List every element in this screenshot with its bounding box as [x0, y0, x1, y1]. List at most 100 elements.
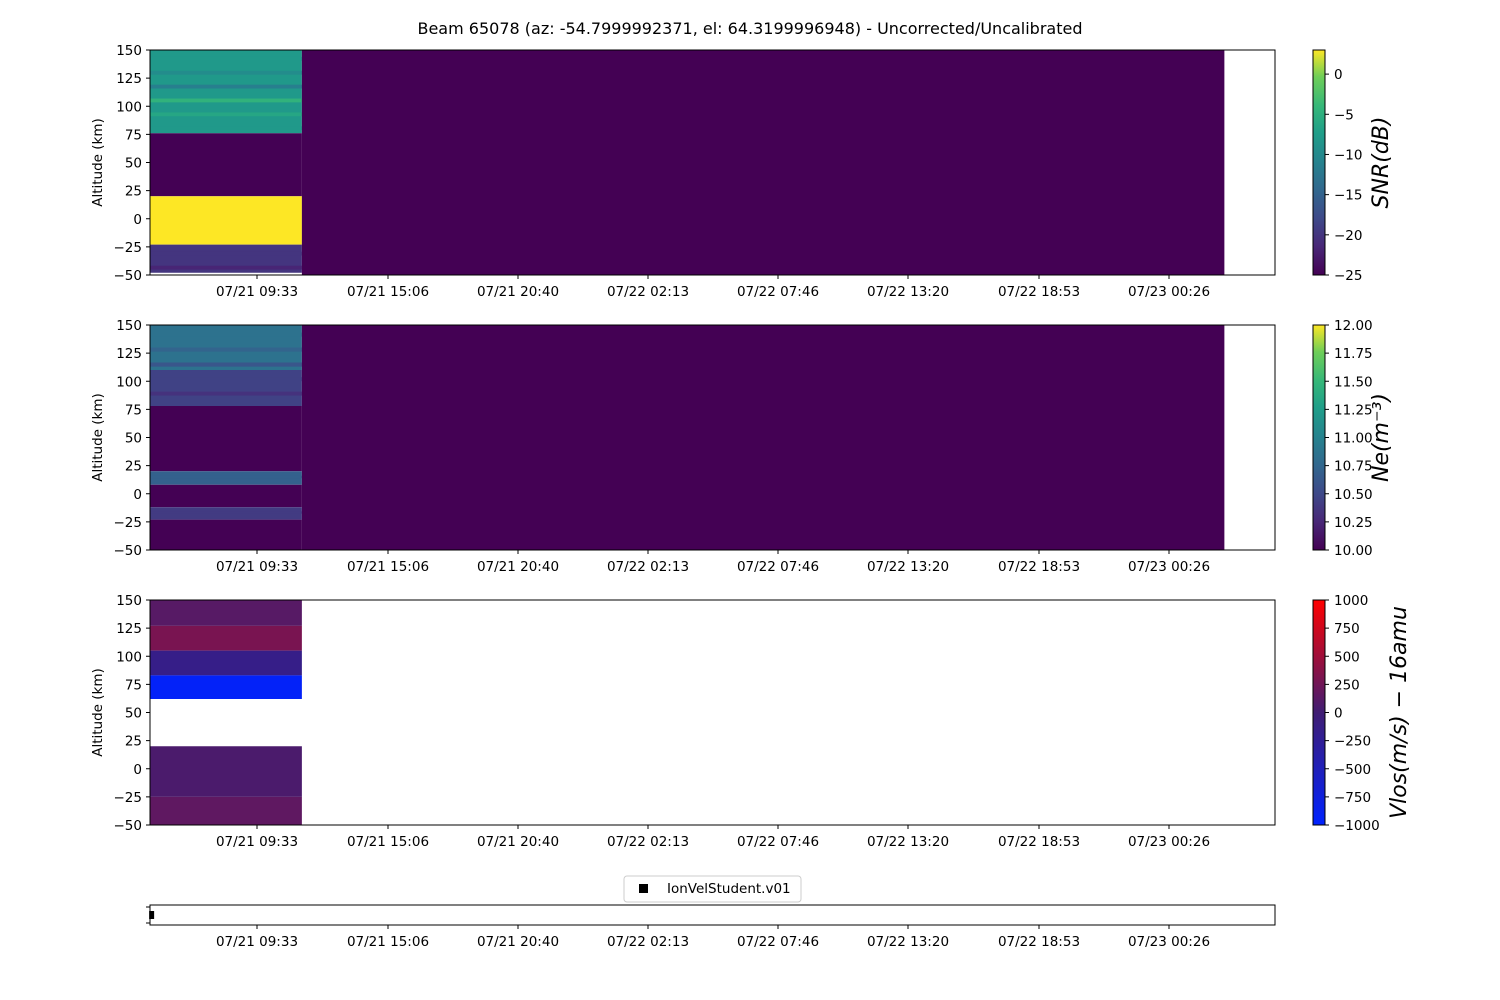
x-tick-label: 07/21 09:33	[216, 934, 298, 950]
legend-box	[623, 875, 802, 903]
heatmap-cell	[150, 625, 302, 651]
heatmap-stripe	[150, 391, 302, 396]
y-tick-label: 125	[116, 71, 142, 87]
x-tick-label: 07/22 07:46	[737, 284, 819, 300]
x-tick-label: 07/21 15:06	[347, 284, 429, 300]
x-tick-label: 07/21 15:06	[347, 934, 429, 950]
y-tick-label: 25	[125, 459, 142, 475]
colorbar-tick-label: 10.25	[1334, 515, 1373, 531]
y-tick-label: 50	[125, 156, 142, 172]
colorbar-tick-label: −500	[1334, 762, 1371, 778]
y-tick-label: 150	[116, 318, 142, 334]
x-tick-label: 07/22 02:13	[607, 559, 689, 575]
x-tick-label: 07/21 15:06	[347, 834, 429, 850]
legend-strip-panel: 07/21 09:33 07/21 15:06 07/21 20:40 07/22 0…	[146, 875, 1276, 950]
ne-panel: 150 125 100 75 50 25 0 −25 −50 Altitude (km) 07/21…	[90, 318, 1394, 575]
colorbar-tick-label: 500	[1334, 649, 1360, 665]
y-tick-label: 25	[125, 184, 142, 200]
colorbar-tick-label: 11.00	[1334, 431, 1373, 447]
heatmap-cell	[301, 325, 1225, 550]
x-tick-label: 07/23 00:26	[1128, 834, 1210, 850]
colorbar	[1312, 324, 1326, 551]
x-tick-label: 07/21 20:40	[477, 284, 559, 300]
colorbar-tick-label: −5	[1334, 107, 1354, 123]
x-tick-label: 07/22 18:53	[998, 284, 1080, 300]
colorbar-label: SNR(dB)	[1369, 117, 1394, 209]
y-tick-label: −50	[114, 268, 143, 284]
heatmap-cell	[150, 133, 302, 197]
y-tick-label: 100	[116, 649, 142, 665]
y-tick-label: 150	[116, 593, 142, 609]
heatmap-cell	[150, 650, 302, 676]
y-tick-label: 150	[116, 43, 142, 59]
y-tick-label: −50	[114, 543, 143, 559]
colorbar	[1312, 599, 1326, 826]
y-tick-label: −25	[114, 790, 143, 806]
y-tick-label: 75	[125, 677, 142, 693]
y-tick-label: 50	[125, 706, 142, 722]
colorbar-tick-label: −20	[1334, 228, 1363, 244]
heatmap-cell	[150, 370, 302, 406]
heatmap-cell	[150, 600, 302, 626]
colorbar-tick-label: 11.75	[1334, 346, 1373, 362]
x-tick-label: 07/22 13:20	[867, 834, 949, 850]
heatmap-stripe	[150, 56, 302, 61]
colorbar-tick-label: 750	[1334, 621, 1360, 637]
colorbar-tick-label: 11.25	[1334, 402, 1373, 418]
x-tick-label: 07/22 02:13	[607, 284, 689, 300]
heatmap-stripe	[150, 347, 302, 352]
colorbar-tick-label: −250	[1334, 734, 1371, 750]
colorbar	[1312, 49, 1326, 276]
y-axis-label: Altitude (km)	[90, 668, 106, 757]
colorbar-tick-label: 10.75	[1334, 459, 1373, 475]
x-tick-label: 07/22 18:53	[998, 834, 1080, 850]
y-tick-label: 125	[116, 346, 142, 362]
colorbar-tick-label: −750	[1334, 790, 1371, 806]
heatmap-cell	[150, 675, 302, 699]
heatmap-stripe	[150, 332, 302, 337]
colorbar-tick-label: 11.50	[1334, 374, 1373, 390]
heatmap-cell	[150, 484, 302, 508]
colorbar-tick-label: 12.00	[1334, 318, 1373, 334]
x-tick-label: 07/23 00:26	[1128, 934, 1210, 950]
y-axis-label: Altitude (km)	[90, 118, 106, 207]
heatmap-cell	[150, 50, 302, 134]
y-tick-label: 25	[125, 734, 142, 750]
y-tick-label: 100	[116, 374, 142, 390]
colorbar-tick-label: 250	[1334, 677, 1360, 693]
x-tick-label: 07/22 13:20	[867, 934, 949, 950]
y-tick-label: −25	[114, 240, 143, 256]
data-point	[149, 911, 155, 919]
x-tick-label: 07/21 09:33	[216, 284, 298, 300]
heatmap-stripe	[150, 70, 302, 75]
colorbar-tick-label: −15	[1334, 188, 1363, 204]
y-tick-label: −50	[114, 818, 143, 834]
y-tick-label: 75	[125, 402, 142, 418]
legend-marker	[639, 884, 648, 893]
x-tick-label: 07/21 15:06	[347, 559, 429, 575]
colorbar-tick-label: 10.00	[1334, 543, 1373, 559]
colorbar-tick-label: 0	[1334, 706, 1343, 722]
y-tick-label: 100	[116, 99, 142, 115]
y-tick-label: 0	[133, 762, 142, 778]
heatmap-stripe	[150, 112, 302, 117]
x-tick-label: 07/22 18:53	[998, 934, 1080, 950]
heatmap-stripe	[150, 475, 302, 479]
x-tick-label: 07/22 13:20	[867, 284, 949, 300]
x-tick-label: 07/21 09:33	[216, 834, 298, 850]
heatmap-stripe	[150, 98, 302, 103]
heatmap-cell	[150, 406, 302, 472]
colorbar-tick-label: −1000	[1334, 818, 1380, 834]
x-tick-label: 07/22 02:13	[607, 834, 689, 850]
x-tick-label: 07/21 20:40	[477, 934, 559, 950]
colorbar-tick-label: 0	[1334, 67, 1343, 83]
colorbar-tick-label: 10.50	[1334, 487, 1373, 503]
x-tick-label: 07/23 00:26	[1128, 559, 1210, 575]
y-tick-label: 125	[116, 621, 142, 637]
heatmap-stripe	[150, 511, 302, 514]
figure-title: Beam 65078 (az: -54.7999992371, el: 64.3…	[417, 19, 1082, 38]
y-tick-label: 50	[125, 431, 142, 447]
